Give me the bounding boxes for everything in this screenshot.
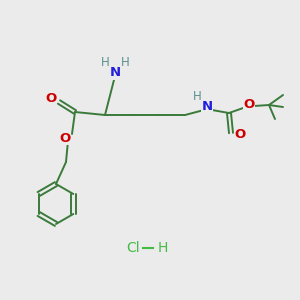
Text: H: H [100,56,109,70]
Text: O: O [234,128,246,142]
Text: O: O [59,131,70,145]
Text: O: O [243,98,255,110]
Text: N: N [201,100,213,113]
Text: Cl: Cl [126,241,140,255]
Text: O: O [45,92,57,104]
Text: H: H [193,91,201,103]
Text: N: N [110,67,121,80]
Text: H: H [121,56,129,70]
Text: H: H [158,241,168,255]
